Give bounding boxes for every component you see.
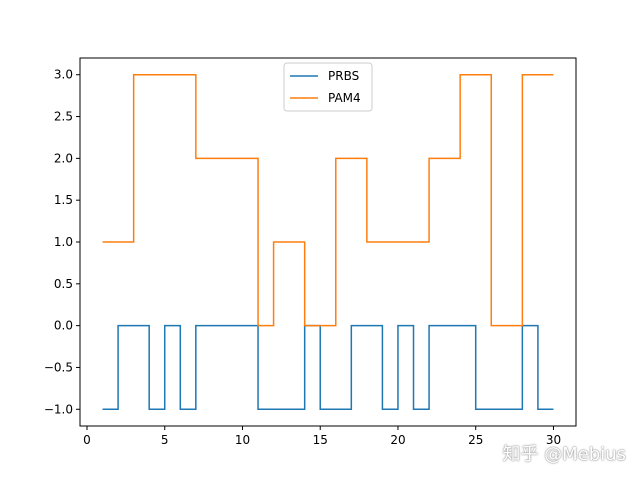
y-tick-label: 0.5 [54, 277, 73, 291]
x-tick-label: 10 [235, 433, 250, 447]
y-tick-label: 0.0 [54, 319, 73, 333]
y-tick-label: 3.0 [54, 68, 73, 82]
series-line-prbs [102, 324, 554, 411]
watermark: 知乎 @Mebius [502, 444, 626, 465]
y-tick-label: −1.0 [44, 402, 73, 416]
legend: PRBS PAM4 [283, 62, 373, 112]
y-tick-label: 1.5 [54, 193, 73, 207]
x-tick-label: 30 [546, 433, 561, 447]
y-tick-label: 2.0 [54, 151, 73, 165]
x-axis-ticks: 0 5 10 15 20 25 30 [83, 426, 561, 447]
x-tick-label: 20 [390, 433, 405, 447]
y-tick-label: −0.5 [44, 360, 73, 374]
x-tick-label: 5 [161, 433, 169, 447]
y-tick-label: 2.5 [54, 110, 73, 124]
x-tick-label: 0 [83, 433, 91, 447]
x-tick-label: 15 [313, 433, 328, 447]
y-tick-label: 1.0 [54, 235, 73, 249]
legend-box [283, 62, 373, 112]
series-lines [102, 73, 554, 411]
legend-label-prbs: PRBS [328, 69, 359, 83]
plot-frame [79, 57, 577, 427]
legend-label-pam4: PAM4 [328, 91, 361, 105]
x-tick-label: 25 [468, 433, 483, 447]
series-line-pam4 [102, 73, 554, 327]
y-axis-ticks: −1.0 −0.5 0.0 0.5 1.0 1.5 2.0 2.5 3.0 [44, 68, 80, 416]
